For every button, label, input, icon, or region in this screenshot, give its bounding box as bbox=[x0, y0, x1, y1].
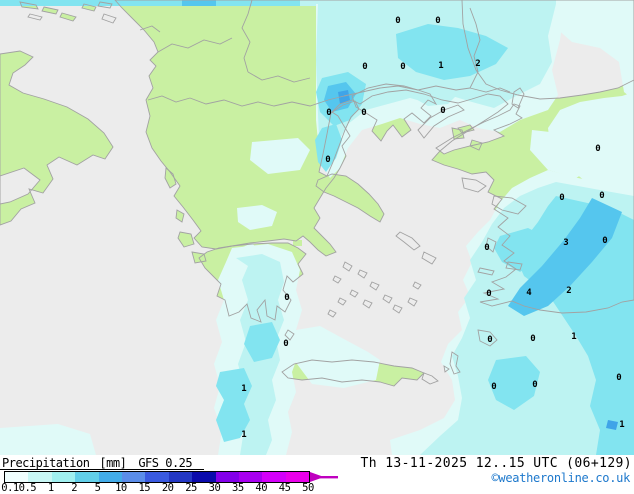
precip-value-label: 0 bbox=[616, 373, 621, 383]
precip-value-label: 0 bbox=[595, 144, 600, 154]
coastline bbox=[191, 251, 207, 264]
precip-value-label: 0 bbox=[530, 334, 535, 344]
colorbar-tick: 30 bbox=[208, 482, 221, 494]
precip-value-label: 0 bbox=[559, 193, 564, 203]
precip-value-label: 1 bbox=[619, 420, 624, 430]
coastline bbox=[435, 103, 523, 155]
precip-value-label: 0 bbox=[440, 106, 445, 116]
coastline bbox=[318, 100, 360, 177]
coastline bbox=[175, 209, 185, 223]
precip-value-label: 0 bbox=[484, 243, 489, 253]
precip-value-label: 2 bbox=[475, 59, 480, 69]
legend-bar: Precipitation [mm] GFS 0.25 0.1 0.5 1 2 5 10 15 2… bbox=[0, 455, 634, 494]
precip-value-label: 0 bbox=[599, 191, 604, 201]
colorbar-tick: 0.5 bbox=[18, 482, 37, 494]
precip-value-label: 0 bbox=[326, 108, 331, 118]
colorbar-tick: 10 bbox=[115, 482, 127, 494]
precip-value-label: 0 bbox=[361, 108, 366, 118]
value-label-layer: 0 0 0 0 1 2 0 0 0 0 0 0 0 3 0 0 4 2 0 1 0 0 0 0 0 1 0 0 1 1 bbox=[241, 16, 624, 440]
colorbar-segment bbox=[285, 472, 310, 482]
precip-value-label: 0 bbox=[435, 16, 440, 26]
legend-title-row: Precipitation [mm] GFS 0.25 bbox=[2, 456, 193, 470]
coastline bbox=[0, 167, 41, 205]
map-canvas: 0 0 0 0 1 2 0 0 0 0 0 0 0 3 0 0 4 2 0 1 0 0 0 0 0 1 0 0 1 1 bbox=[0, 0, 634, 455]
precip-value-label: 0 bbox=[486, 289, 491, 299]
colorbar-segment bbox=[121, 472, 146, 482]
colorbar-segment bbox=[51, 472, 76, 482]
coastline bbox=[0, 50, 114, 226]
legend-model: GFS 0.25 bbox=[138, 456, 193, 470]
colorbar-tick: 40 bbox=[255, 482, 268, 494]
precip-value-label: 1 bbox=[241, 384, 246, 394]
colorbar-tick: 5 bbox=[94, 482, 101, 494]
colorbar-segment bbox=[215, 472, 239, 482]
precip-value-label: 1 bbox=[571, 332, 576, 342]
precip-value-label: 4 bbox=[526, 288, 532, 298]
colorbar-tick: 1 bbox=[47, 482, 54, 494]
colorbar-segment bbox=[192, 472, 216, 482]
precip-value-label: 1 bbox=[241, 430, 246, 440]
precip-value-label: 0 bbox=[395, 16, 400, 26]
forecast-timestamp: Th 13-11-2025 12..15 UTC (06+129) bbox=[360, 456, 632, 471]
colorbar-segment bbox=[75, 472, 99, 482]
precip-value-label: 0 bbox=[602, 236, 607, 246]
coastline bbox=[198, 242, 307, 323]
colorbar-tick: 0.1 bbox=[1, 482, 19, 494]
precip-value-label: 0 bbox=[487, 335, 492, 345]
border-layer bbox=[139, 0, 511, 107]
precip-value-label: 3 bbox=[563, 238, 568, 248]
colorbar-segment bbox=[238, 472, 263, 482]
precip-value-label: 0 bbox=[284, 293, 289, 303]
island-outline-layer bbox=[27, 1, 527, 385]
copyright-link[interactable]: ©weatheronline.co.uk bbox=[491, 471, 631, 485]
coastline bbox=[59, 12, 77, 22]
precip-value-label: 0 bbox=[532, 380, 537, 390]
colorbar-tick: 45 bbox=[278, 482, 291, 494]
coastline bbox=[469, 139, 483, 151]
colorbar-segment bbox=[5, 472, 29, 482]
colorbar-arrow bbox=[310, 472, 338, 482]
precipitation-colorbar bbox=[4, 471, 310, 483]
coastline bbox=[164, 167, 177, 189]
colorbar-tick: 2 bbox=[71, 482, 78, 494]
coastline bbox=[281, 359, 425, 387]
colorbar-tick: 25 bbox=[185, 482, 197, 494]
legend-title: Precipitation bbox=[2, 456, 90, 470]
coastline bbox=[114, 0, 634, 314]
precip-value-label: 1 bbox=[438, 61, 443, 71]
precip-value-label: 2 bbox=[566, 286, 571, 296]
colorbar-tick: 50 bbox=[302, 482, 314, 494]
coastline bbox=[177, 231, 195, 248]
coastline bbox=[461, 0, 634, 100]
colorbar-segment bbox=[98, 472, 122, 482]
precip-value-label: 0 bbox=[362, 62, 367, 72]
legend-underline bbox=[0, 469, 204, 470]
coastline bbox=[315, 173, 385, 223]
precipitation-layer bbox=[0, 0, 634, 455]
colorbar-segment bbox=[28, 472, 52, 482]
precip-value-label: 0 bbox=[491, 382, 496, 392]
coastline bbox=[511, 87, 525, 109]
coastline bbox=[417, 104, 465, 139]
colorbar-segment bbox=[168, 472, 193, 482]
legend-units: [mm] bbox=[99, 456, 127, 470]
precipitation-map: 0 0 0 0 1 2 0 0 0 0 0 0 0 3 0 0 4 2 0 1 0 0 0 0 0 1 0 0 1 1 bbox=[0, 0, 634, 455]
precip-value-label: 0 bbox=[400, 62, 405, 72]
coastline bbox=[41, 6, 59, 15]
colorbar-tick: 20 bbox=[161, 482, 174, 494]
coastline bbox=[81, 3, 97, 12]
colorbar-segment bbox=[145, 472, 169, 482]
precip-value-label: 0 bbox=[325, 155, 330, 165]
colorbar-segment bbox=[262, 472, 286, 482]
coastline bbox=[19, 1, 39, 10]
coastline bbox=[457, 124, 475, 134]
precip-value-label: 0 bbox=[283, 339, 288, 349]
colorbar-tick: 15 bbox=[138, 482, 151, 494]
colorbar-tick: 35 bbox=[232, 482, 244, 494]
